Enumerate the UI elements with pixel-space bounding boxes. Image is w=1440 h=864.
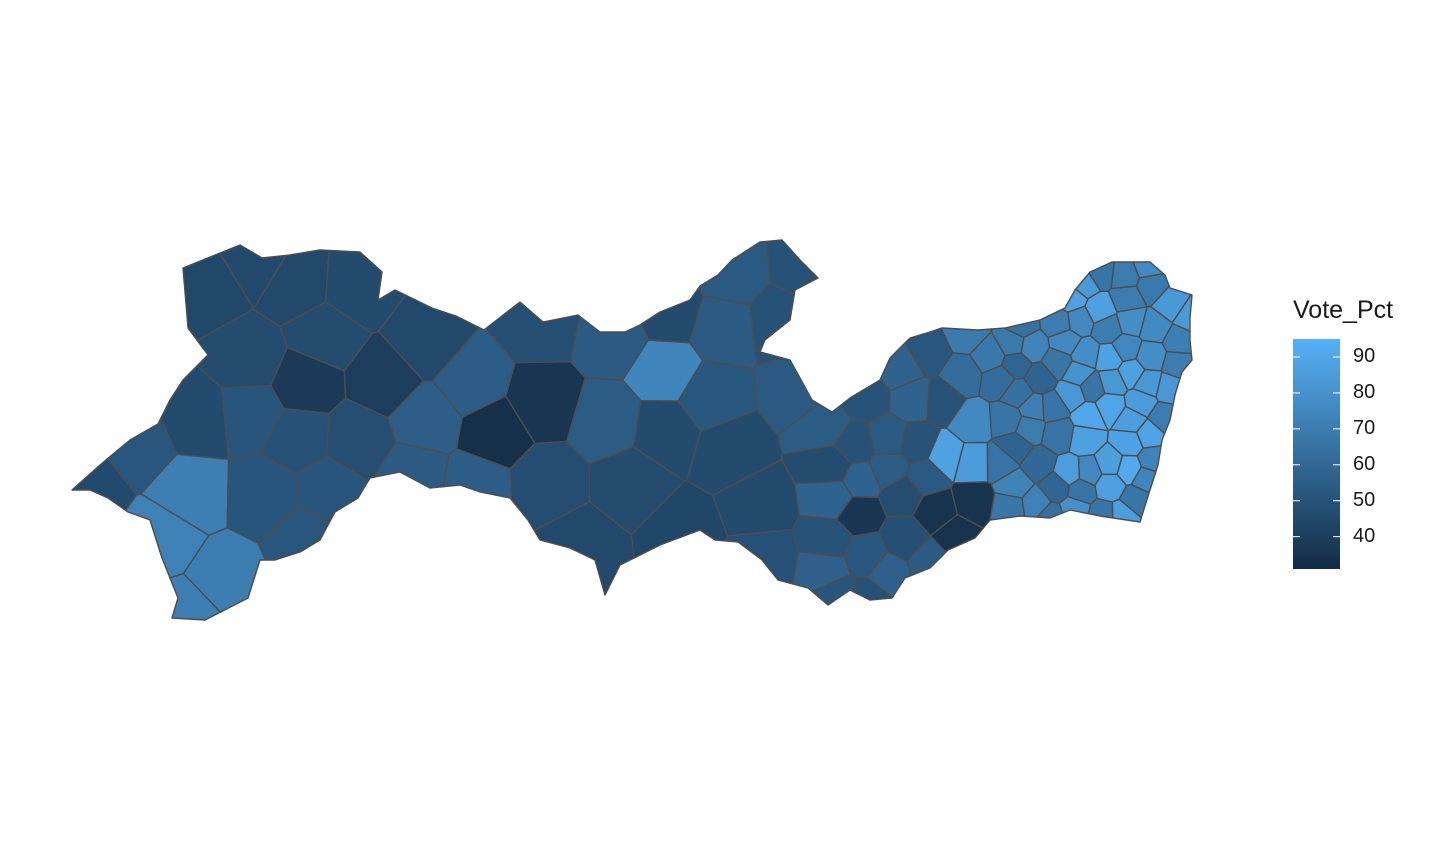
municipality-region xyxy=(107,417,178,496)
legend-tick-label: 90 xyxy=(1353,344,1376,367)
municipality-region xyxy=(221,385,285,460)
legend-tick-label: 70 xyxy=(1353,416,1376,439)
municipality-region xyxy=(1061,288,1089,313)
municipality-region xyxy=(1123,387,1159,419)
legend-title: Vote_Pct xyxy=(1293,296,1394,324)
municipality-region xyxy=(1118,483,1150,519)
municipality-region xyxy=(219,244,287,310)
legend: Vote_Pct 40 50 60 70 80 90 xyxy=(1293,296,1423,586)
legend-tick-label: 50 xyxy=(1353,488,1376,511)
municipality-region xyxy=(697,240,771,306)
legend-tick-label: 40 xyxy=(1353,524,1376,547)
municipality-region xyxy=(1084,290,1118,325)
municipality-region xyxy=(990,431,1035,466)
municipality-region xyxy=(373,441,450,489)
municipality-region xyxy=(640,287,704,344)
municipality-region xyxy=(377,294,480,382)
municipality-region xyxy=(1017,392,1045,422)
municipality-region xyxy=(725,529,799,585)
municipality-region xyxy=(1087,497,1114,519)
legend-tick-label: 60 xyxy=(1353,452,1376,475)
municipality-region xyxy=(387,380,463,455)
municipality-region xyxy=(842,460,882,499)
legend-colorbar xyxy=(1293,339,1340,569)
municipality-region xyxy=(811,573,857,606)
municipality-region xyxy=(295,455,370,522)
municipality-region xyxy=(940,327,993,356)
municipality-region xyxy=(1079,369,1106,403)
municipality-region xyxy=(509,440,591,532)
municipality-region xyxy=(978,364,1016,404)
municipality-region xyxy=(748,282,795,366)
municipality-region xyxy=(1070,335,1101,370)
municipality-region xyxy=(1117,358,1146,391)
municipality-region xyxy=(1039,308,1071,339)
municipality-region xyxy=(1171,294,1193,332)
municipality-region xyxy=(866,551,912,598)
municipality-regions xyxy=(71,239,1193,621)
municipality-region xyxy=(1132,261,1165,279)
legend-tick-label: 80 xyxy=(1353,380,1376,403)
municipality-region xyxy=(484,301,581,364)
municipality-region xyxy=(927,427,965,484)
municipality-region xyxy=(1020,328,1051,364)
municipality-region xyxy=(1036,501,1064,519)
